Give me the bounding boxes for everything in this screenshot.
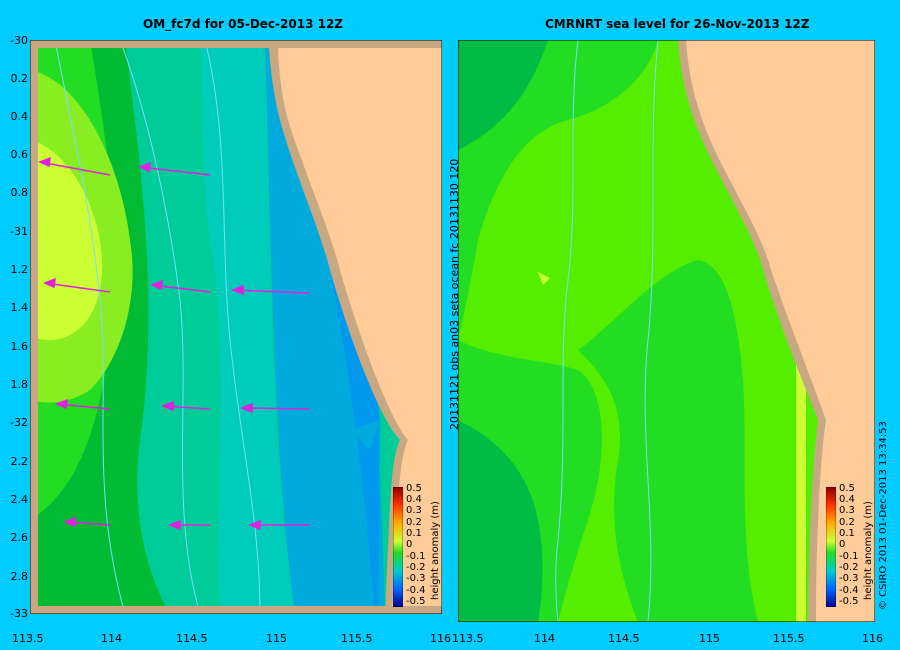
- y-tick-label: 0.6: [10, 148, 29, 161]
- colorbar-tick: 0.3: [406, 505, 422, 516]
- y-tick-label: 1.2: [10, 263, 29, 276]
- colorbar-tick: -0.4: [839, 585, 859, 596]
- y-tick-label: 2.8: [10, 570, 29, 583]
- x-tick-label: 116: [862, 632, 883, 645]
- colorbar-tick: 0.2: [839, 517, 855, 528]
- y-tick-label: 0.2: [10, 72, 29, 85]
- colorbar-tick: -0.3: [839, 573, 859, 584]
- colorbar-label: height anomaly (m): [863, 501, 874, 600]
- left-map-title: OM_fc7d for 05-Dec-2013 12Z: [143, 17, 344, 31]
- x-tick-label: 113.5: [452, 632, 484, 645]
- x-tick-label: 114.5: [608, 632, 640, 645]
- y-tick-label: 2.2: [10, 455, 29, 468]
- x-tick-label: 115.5: [773, 632, 805, 645]
- x-tick-label: 115.5: [341, 632, 373, 645]
- colorbar-tick: -0.1: [406, 551, 426, 562]
- y-tick-label: -31: [10, 225, 28, 238]
- colorbar-tick: 0.1: [406, 528, 422, 539]
- left-colorbar: [393, 487, 403, 607]
- y-tick-label: -33: [10, 607, 28, 620]
- y-tick-label: 2.4: [10, 493, 29, 506]
- colorbar-tick: -0.2: [839, 562, 859, 573]
- colorbar-tick: 0.3: [839, 505, 855, 516]
- colorbar-tick: -0.5: [406, 596, 426, 607]
- y-tick-label: 1.4: [10, 301, 29, 314]
- credit-text: © CSIRO 2013 01-Dec-2013 13:34:53: [878, 421, 889, 610]
- colorbar-tick: 0.4: [839, 494, 855, 505]
- y-tick-label: -30: [10, 34, 28, 47]
- right-map: [458, 40, 875, 622]
- colorbar-tick: 0.5: [839, 483, 855, 494]
- x-tick-label: 115: [699, 632, 720, 645]
- y-tick-label: 0.8: [10, 186, 29, 199]
- x-tick-label: 114: [534, 632, 555, 645]
- x-tick-label: 116: [430, 632, 451, 645]
- x-tick-label: 113.5: [12, 632, 44, 645]
- left-map: [30, 40, 442, 614]
- current-arrows: [38, 156, 311, 531]
- right-map-title: CMRNRT sea level for 26-Nov-2013 12Z: [545, 17, 810, 31]
- colorbar-tick: -0.3: [406, 573, 426, 584]
- colorbar-tick: -0.2: [406, 562, 426, 573]
- x-tick-label: 115: [266, 632, 287, 645]
- y-tick-label: 0.4: [10, 110, 29, 123]
- run-info-text: 20131121 obs an03 seta ocean fc 20131130…: [448, 158, 461, 430]
- colorbar-tick: 0.2: [406, 517, 422, 528]
- y-tick-label: 1.6: [10, 340, 29, 353]
- colorbar-label: height anomaly (m): [430, 501, 441, 600]
- x-tick-label: 114: [101, 632, 122, 645]
- colorbar-tick: 0.5: [406, 483, 422, 494]
- colorbar-tick: -0.4: [406, 585, 426, 596]
- y-tick-label: 2.6: [10, 531, 29, 544]
- colorbar-tick: 0: [839, 539, 846, 550]
- x-tick-label: 114.5: [176, 632, 208, 645]
- colorbar-tick: 0: [406, 539, 413, 550]
- right-colorbar: [826, 487, 836, 607]
- y-tick-label: 1.8: [10, 378, 29, 391]
- y-tick-label: -32: [10, 416, 28, 429]
- colorbar-tick: -0.1: [839, 551, 859, 562]
- colorbar-tick: 0.4: [406, 494, 422, 505]
- colorbar-tick: -0.5: [839, 596, 859, 607]
- colorbar-tick: 0.1: [839, 528, 855, 539]
